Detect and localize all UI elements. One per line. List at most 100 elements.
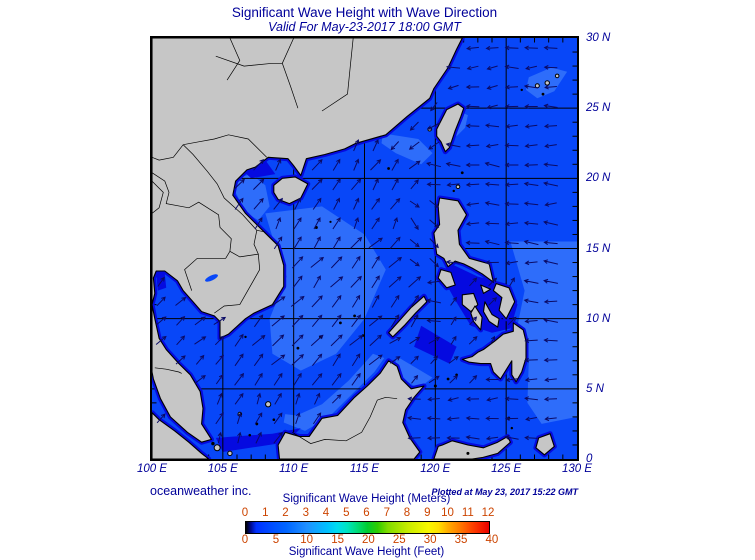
colorbar-feet-tick: 25 xyxy=(392,534,406,546)
lat-tick-label: 15 N xyxy=(586,242,611,255)
landmass xyxy=(273,176,309,205)
small-island xyxy=(446,377,450,381)
small-island xyxy=(272,418,276,422)
wave-direction-arrows xyxy=(155,45,559,444)
colorbar-meters-tick: 10 xyxy=(441,507,454,519)
higher-wave-zone xyxy=(283,353,385,431)
country-border xyxy=(226,37,241,81)
plotted-timestamp: Plotted at May 23, 2017 15:22 GMT xyxy=(431,487,578,497)
higher-wave-zone xyxy=(392,356,433,389)
country-border xyxy=(154,367,182,374)
small-island xyxy=(387,167,390,170)
country-border xyxy=(183,134,267,158)
small-island xyxy=(452,189,455,193)
small-island xyxy=(544,80,550,86)
page-title: Significant Wave Height with Wave Direct… xyxy=(231,5,498,20)
colorbar-feet-tick: 30 xyxy=(423,534,437,546)
lon-tick-label: 125 E xyxy=(491,463,522,475)
small-island xyxy=(534,83,540,89)
colorbar-feet-label: Significant Wave Height (Feet) xyxy=(288,546,445,558)
lon-tick-label: 105 E xyxy=(207,463,238,475)
country-border xyxy=(215,55,283,67)
colorbar-feet-tick: 0 xyxy=(241,534,249,546)
map-frame xyxy=(150,36,579,461)
map-plot-area xyxy=(149,35,579,462)
colorbar-feet-tick: 35 xyxy=(454,534,468,546)
colorbar-meters-tick: 2 xyxy=(282,507,289,519)
colorbar-meters-tick: 4 xyxy=(322,507,330,519)
country-border xyxy=(292,396,398,444)
lower-wave-zone xyxy=(443,262,518,333)
lon-tick-label: 120 E xyxy=(420,463,451,475)
colorbar-meters-tick: 9 xyxy=(424,507,431,519)
colorbar-meters-tick: 1 xyxy=(262,507,269,519)
small-island xyxy=(339,321,342,325)
south-china-sea-map xyxy=(149,35,579,462)
country-border xyxy=(321,37,354,112)
landmass xyxy=(388,295,428,338)
lat-tick-label: 5 N xyxy=(586,382,604,395)
landmass xyxy=(480,284,492,294)
landmass xyxy=(437,269,456,289)
valid-time-subtitle: Valid For May-23-2017 18:00 GMT xyxy=(268,20,461,34)
colorbar-meters-tick: 8 xyxy=(403,507,411,519)
landmass xyxy=(436,103,465,153)
colorbar-gradient xyxy=(245,521,490,534)
small-island xyxy=(248,433,252,437)
lon-tick-label: 110 E xyxy=(279,463,309,475)
country-border xyxy=(184,251,231,291)
lon-tick-label: 130 E xyxy=(561,463,593,475)
country-border xyxy=(182,144,264,233)
lat-tick-label: 10 N xyxy=(586,312,611,325)
colorbar-meters-tick: 0 xyxy=(241,507,249,519)
landmass xyxy=(492,283,516,320)
landmass xyxy=(482,301,500,328)
small-island xyxy=(329,220,332,223)
colorbar-meters-label: Significant Wave Height (Meters) xyxy=(282,493,451,505)
lon-tick-label: 100 E xyxy=(136,463,168,475)
small-island xyxy=(460,171,464,175)
small-island xyxy=(433,384,437,388)
small-island xyxy=(466,451,470,455)
colorbar-feet-tick: 15 xyxy=(331,534,344,546)
landmass xyxy=(535,433,555,456)
colorbar-meters-tick: 11 xyxy=(461,507,474,519)
country-border xyxy=(151,180,164,214)
small-island xyxy=(265,401,272,408)
higher-wave-zone xyxy=(265,206,386,371)
colorbar-meters-tick: 7 xyxy=(383,507,390,519)
small-island xyxy=(213,444,221,452)
landmass xyxy=(461,322,527,383)
lon-tick-label: 115 E xyxy=(349,463,380,475)
small-island xyxy=(227,450,233,457)
landmass xyxy=(151,37,463,443)
small-island xyxy=(541,92,545,96)
small-island xyxy=(244,335,247,339)
small-island xyxy=(520,88,523,92)
colorbar-feet-tick: 40 xyxy=(485,534,499,546)
lat-tick-label: 0 xyxy=(586,453,593,465)
lat-tick-label: 20 N xyxy=(586,172,611,185)
country-border xyxy=(151,144,184,161)
colorbar-meters-tick: 12 xyxy=(481,507,495,519)
colorbar-feet-tick: 5 xyxy=(272,534,280,546)
country-border xyxy=(214,250,261,314)
higher-wave-zone xyxy=(381,133,433,165)
lat-tick-label: 30 N xyxy=(586,32,611,44)
colorbar-feet-tick: 10 xyxy=(300,534,314,546)
small-island xyxy=(455,184,461,190)
small-island xyxy=(554,73,560,79)
lake xyxy=(205,274,218,282)
lat-tick-label: 25 N xyxy=(586,102,611,115)
colorbar-meters-tick: 3 xyxy=(302,507,309,519)
country-border xyxy=(281,37,299,109)
colorbar-feet-tick: 20 xyxy=(361,534,375,546)
country-border xyxy=(253,230,259,255)
colorbar-meters-tick: 5 xyxy=(343,507,350,519)
higher-wave-zone xyxy=(510,241,577,424)
small-island xyxy=(211,441,215,446)
country-border xyxy=(151,172,232,252)
small-island xyxy=(296,346,300,350)
colorbar-meters-tick: 6 xyxy=(363,507,370,519)
